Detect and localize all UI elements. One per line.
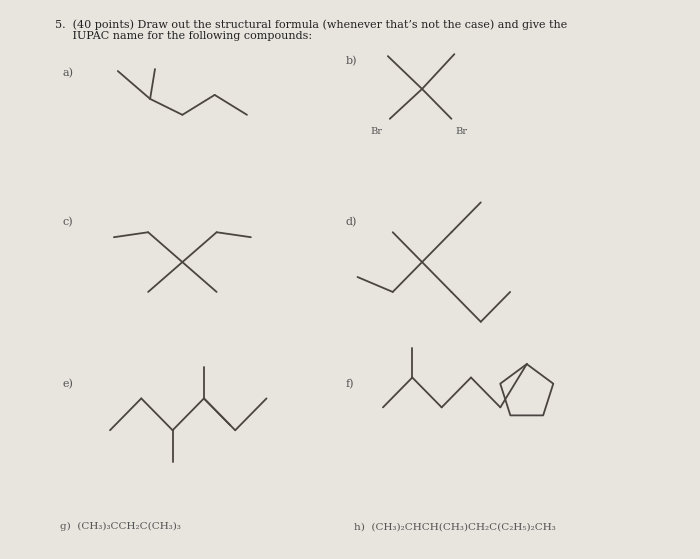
Text: g)  (CH₃)₃CCH₂C(CH₃)₃: g) (CH₃)₃CCH₂C(CH₃)₃ xyxy=(60,522,181,531)
Text: d): d) xyxy=(346,217,357,228)
Text: h)  (CH₃)₂CHCH(CH₃)CH₂C(C₂H₅)₂CH₃: h) (CH₃)₂CHCH(CH₃)CH₂C(C₂H₅)₂CH₃ xyxy=(354,522,555,531)
Text: e): e) xyxy=(62,380,73,390)
Text: Br: Br xyxy=(455,127,467,136)
Text: Br: Br xyxy=(370,127,382,136)
Text: 5.  (40 points) Draw out the structural formula (whenever that’s not the case) a: 5. (40 points) Draw out the structural f… xyxy=(55,20,568,30)
Text: f): f) xyxy=(346,380,354,390)
Text: b): b) xyxy=(346,56,357,67)
Text: c): c) xyxy=(62,217,73,228)
Text: a): a) xyxy=(62,68,73,78)
Text: IUPAC name for the following compounds:: IUPAC name for the following compounds: xyxy=(55,31,312,41)
